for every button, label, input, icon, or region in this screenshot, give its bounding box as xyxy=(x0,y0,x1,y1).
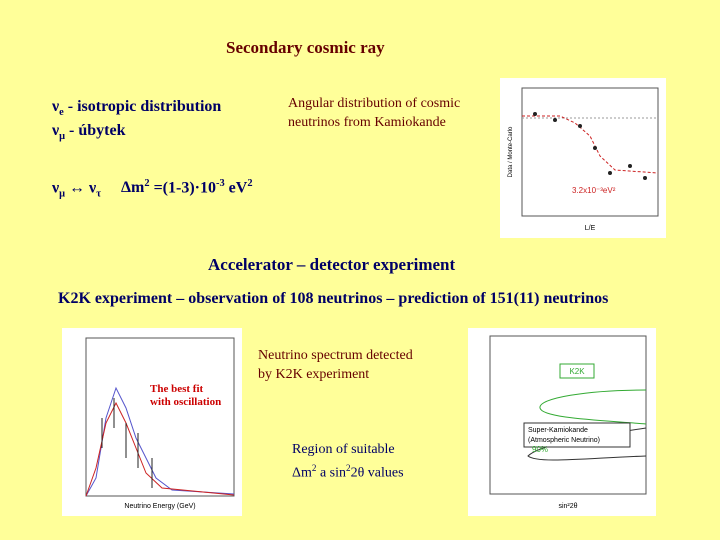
kamiokande-caption: Angular distribution of cosmic neutrinos… xyxy=(288,94,460,132)
caption-line: Neutrino spectrum detected xyxy=(258,348,413,363)
title: Secondary cosmic ray xyxy=(226,38,385,57)
fit-label-line: The best fit xyxy=(150,383,204,395)
rest: 2θ values xyxy=(350,465,404,481)
data-points xyxy=(101,398,153,488)
legend-line: Super-Kamiokande xyxy=(528,427,588,434)
unit: eV xyxy=(224,179,248,197)
x-label: Neutrino Energy (GeV) xyxy=(124,503,195,510)
k2k-box xyxy=(559,363,595,379)
exponent: -3 xyxy=(216,178,225,189)
caption-line: neutrinos from Kamiokande xyxy=(288,115,446,130)
power: 2 xyxy=(346,463,351,473)
spectrum-caption: Neutrino spectrum detected by K2K experi… xyxy=(258,346,413,384)
caption-line: Region of suitable xyxy=(292,442,395,457)
caption-line: Angular distribution of cosmic xyxy=(288,96,461,111)
fit-curve xyxy=(522,115,659,174)
plot-background xyxy=(468,328,656,516)
region-caption: Region of suitable Δm2 a sin22θ values xyxy=(292,440,404,483)
plot-frame xyxy=(489,335,647,495)
data-points xyxy=(533,112,647,180)
power: 2 xyxy=(311,463,317,473)
text: - úbytek xyxy=(65,122,126,139)
accelerator-heading: Accelerator – detector experiment xyxy=(208,255,456,274)
nu-mu-line: νμ - úbytek xyxy=(52,122,126,142)
plot-frame xyxy=(521,87,659,217)
cl-label: 90% xyxy=(532,445,548,454)
legend-box xyxy=(523,422,631,448)
middle: a sin xyxy=(316,465,347,481)
fit-label-line: with oscillation xyxy=(150,396,222,408)
text: - isotropic distribution xyxy=(63,98,222,115)
plot-background xyxy=(500,78,666,238)
spectrum-plot: Neutrino Energy (GeV) xyxy=(62,328,242,516)
legend-line: (Atmospheric Neutrino) xyxy=(528,437,600,444)
symbol: ν xyxy=(52,98,60,115)
subscript: τ xyxy=(96,188,101,200)
fit-label: The best fit with oscillation xyxy=(150,383,221,409)
k2k-contour xyxy=(539,389,647,425)
oscillation-line: νμ ↔ ντ Δm2 =(1-3)·10-3 eV2 xyxy=(52,178,253,200)
delta: Δm xyxy=(292,465,312,481)
unit-power: 2 xyxy=(247,178,253,189)
arrow: ↔ xyxy=(65,179,90,197)
middle: =(1-3)·10 xyxy=(149,179,216,197)
subscript: μ xyxy=(59,131,66,143)
note: 3.2x10⁻³eV² xyxy=(572,186,616,195)
symbol: ν xyxy=(52,179,60,197)
power: 2 xyxy=(144,178,150,189)
symbol: ν xyxy=(89,179,97,197)
prediction-histogram xyxy=(85,386,235,497)
subscript: μ xyxy=(59,188,66,200)
caption-line: Δm2 a sin22θ values xyxy=(292,459,404,483)
plot-frame xyxy=(85,337,235,497)
caption-line: by K2K experiment xyxy=(258,367,370,382)
x-label: L/E xyxy=(585,225,596,232)
k2k-line: K2K experiment – observation of 108 neut… xyxy=(58,290,609,307)
kamiokande-plot: Data / Monte-Carlo L/E 3.2x10⁻³eV² xyxy=(500,78,666,238)
y-label: Data / Monte-Carlo xyxy=(508,126,514,177)
delta: Δm xyxy=(121,179,145,197)
subscript: e xyxy=(59,107,64,119)
x-label: sin²2θ xyxy=(558,503,577,510)
symbol: ν xyxy=(52,122,60,139)
nu-e-line: νe - isotropic distribution xyxy=(52,98,221,118)
region-plot: K2K Super-Kamiokande (Atmospheric Neutri… xyxy=(468,328,656,516)
k2k-label: K2K xyxy=(569,367,585,376)
